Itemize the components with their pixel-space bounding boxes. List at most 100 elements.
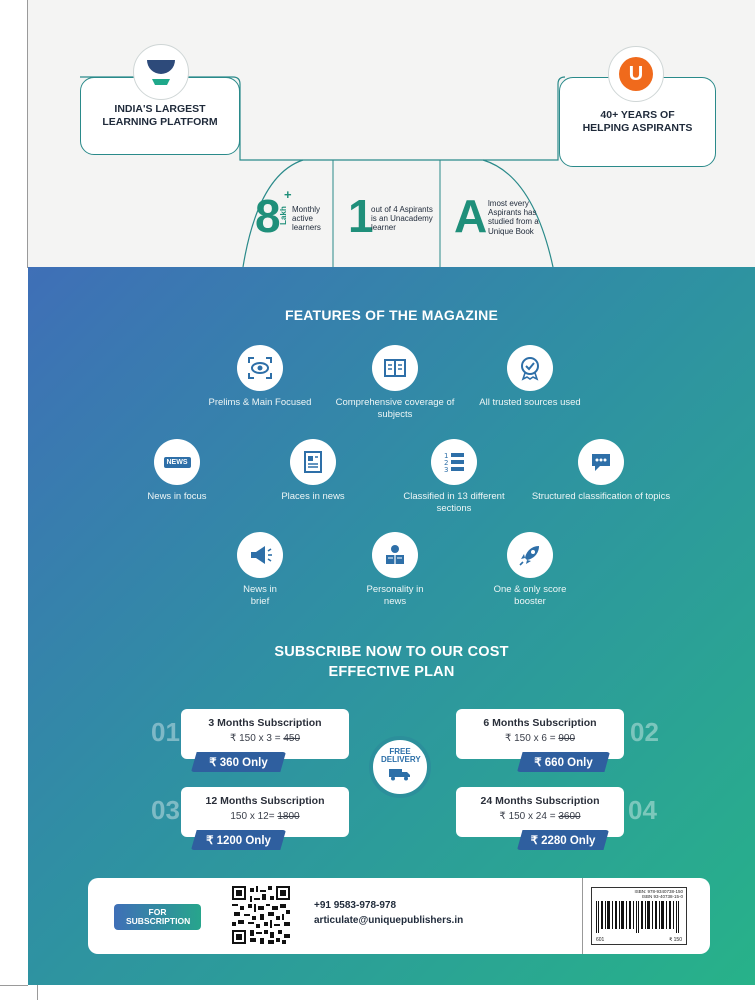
barcode-bars-icon [596,901,679,933]
plan-calc: ₹ 150 x 3 = 450 [181,733,349,744]
feature-label: Places in news [281,491,345,502]
qr-code-icon[interactable] [232,886,290,944]
contact-strip: FOR SUBSCRIPTION +91 9583-978-978 articu… [88,878,710,954]
plan-calc-text: ₹ 150 x 24 = [499,811,559,822]
plan-price-pill[interactable]: ₹ 360 Only [191,752,286,772]
plan-number: 03 [151,795,180,825]
email-text[interactable]: articulate@uniquepublishers.in [314,915,464,926]
stat-big-digit: 8 [255,190,281,242]
unique-logo-icon: U [608,46,664,102]
person-reading-icon [372,532,418,578]
plan-old-price: 450 [283,733,301,744]
stat-big-digit: A [454,190,488,242]
crop-mark [37,985,38,1000]
feature-label: Structured classification of topics [531,491,671,502]
stat-lakh: Lakh [278,206,288,225]
plan-calc: ₹ 150 x 24 = 3600 [456,811,624,822]
badge-icon [507,345,553,391]
stat-text: out of 4 Aspirants is an Unacademy learn… [371,205,433,233]
delivery-truck-icon [389,768,410,781]
barcode: ISBN: 978-9340738-150 ISBN 93-40738-15-0… [591,887,687,945]
svg-text:2: 2 [444,459,448,467]
plan-title: 24 Months Subscription [480,795,600,807]
megaphone-icon [237,532,283,578]
stat-text: Monthly active learners [292,205,321,233]
plan-title: 3 Months Subscription [208,717,322,729]
rocket-icon [507,532,553,578]
plan-calc-text: ₹ 150 x 6 = [504,733,559,744]
chat-bubble-icon [578,439,624,485]
feature-label: Prelims & Main Focused [208,397,312,408]
feature-trusted: All trusted sources used [470,345,590,409]
subscribe-heading-line1: SUBSCRIBE NOW TO OUR COST [274,644,509,660]
subscribe-heading-line2: EFFECTIVE PLAN [328,664,455,680]
news-icon-text: NEWS [163,456,191,468]
svg-text:3: 3 [444,466,448,474]
years-helping-text: 40+ YEARS OF HELPING ASPIRANTS [582,108,693,134]
plan-price-pill[interactable]: ₹ 660 Only [517,752,610,772]
feature-prelims: Prelims & Main Focused [200,345,320,409]
stat-plus: + [284,187,292,202]
free-delivery-text: FREE DELIVERY [381,747,421,765]
crop-mark [27,0,28,268]
isbn-line1: ISBN: 978-9340738-150 [634,889,683,894]
crop-mark [0,985,28,986]
plan-calc-text: 150 x 12= [230,811,278,822]
feature-structured: Structured classification of topics [531,439,671,503]
plan-price-pill[interactable]: ₹ 2280 Only [517,830,609,850]
book-icon [372,345,418,391]
stat-aspirants: 1 out of 4 Aspirants is an Unacademy lea… [346,185,441,245]
news-globe-icon: NEWS [154,439,200,485]
barcode-price: ₹ 150 [669,937,682,943]
feature-label: News in focus [147,491,207,502]
plan-old-price: 3600 [558,811,581,822]
stat-text: lmost every Aspirants has studied from a… [488,199,539,236]
feature-label: Classified in 13 different sections [403,491,505,514]
feature-label: One & only score booster [493,584,567,607]
plan-calc: 150 x 12= 1800 [181,811,349,822]
stat-learners: 8 + Lakh Monthly active learners [250,185,335,245]
feature-label: Comprehensive coverage of subjects [335,397,455,420]
feature-label: News in brief [243,584,277,607]
newspaper-icon [290,439,336,485]
stat-unique-book: A lmost every Aspirants has studied from… [452,185,562,245]
plan-calc: ₹ 150 x 6 = 900 [456,733,624,744]
feature-places: Places in news [253,439,373,503]
largest-platform-text: INDIA'S LARGEST LEARNING PLATFORM [102,102,218,128]
phone-text[interactable]: +91 9583-978-978 [314,900,397,911]
plan-6-months[interactable]: 6 Months Subscription ₹ 150 x 6 = 900 [456,709,624,759]
feature-personality: Personality in news [335,532,455,608]
features-section: FEATURES OF THE MAGAZINE Prelims & Main … [28,267,755,985]
feature-news-focus: NEWS News in focus [117,439,237,503]
plan-title: 12 Months Subscription [205,795,325,807]
barcode-left-code: 601 [596,937,605,943]
plan-12-months[interactable]: 12 Months Subscription 150 x 12= 1800 [181,787,349,837]
top-section: INDIA'S LARGEST LEARNING PLATFORM 40+ YE… [28,0,755,267]
isbn-text: ISBN: 978-9340738-150 ISBN 93-40738-15-0 [634,889,683,900]
plan-24-months[interactable]: 24 Months Subscription ₹ 150 x 24 = 3600 [456,787,624,837]
plan-number: 04 [628,795,657,825]
plan-number: 02 [630,717,659,747]
years-helping-card: 40+ YEARS OF HELPING ASPIRANTS [559,77,716,167]
unique-logo-letter: U [619,57,653,91]
decorative-curves [80,76,566,267]
eye-focus-icon [237,345,283,391]
feature-booster: One & only score booster [470,532,590,608]
plan-title: 6 Months Subscription [483,717,597,729]
feature-coverage: Comprehensive coverage of subjects [335,345,455,421]
stat-big-digit: 1 [348,190,374,242]
plan-old-price: 1800 [277,811,300,822]
for-subscription-button[interactable]: FOR SUBSCRIPTION [114,904,201,930]
largest-platform-card: INDIA'S LARGEST LEARNING PLATFORM [80,77,240,155]
free-delivery-badge: FREE DELIVERY [369,736,431,798]
plan-calc-text: ₹ 150 x 3 = [229,733,284,744]
plan-price-pill[interactable]: ₹ 1200 Only [191,830,286,850]
plan-3-months[interactable]: 3 Months Subscription ₹ 150 x 3 = 450 [181,709,349,759]
features-heading: FEATURES OF THE MAGAZINE [285,307,498,323]
feature-label: Personality in news [366,584,424,607]
feature-label: All trusted sources used [479,397,581,408]
unacademy-logo-icon [133,44,189,100]
